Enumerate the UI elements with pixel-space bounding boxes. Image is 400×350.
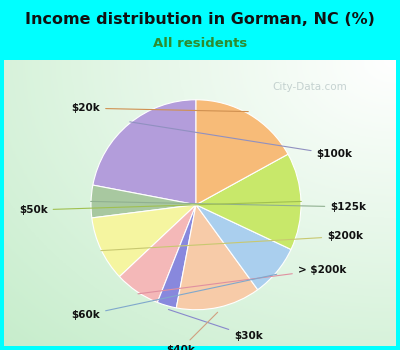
Wedge shape [91, 185, 196, 218]
Wedge shape [196, 154, 301, 250]
Text: $20k: $20k [71, 103, 248, 113]
Wedge shape [196, 100, 288, 205]
Text: $50k: $50k [19, 202, 301, 215]
Text: Income distribution in Gorman, NC (%): Income distribution in Gorman, NC (%) [25, 12, 375, 27]
Wedge shape [157, 205, 196, 308]
Text: All residents: All residents [153, 37, 247, 50]
Wedge shape [196, 205, 291, 290]
Text: $200k: $200k [101, 231, 363, 251]
Wedge shape [93, 100, 196, 205]
Text: City-Data.com: City-Data.com [272, 83, 347, 92]
Text: $60k: $60k [71, 274, 277, 320]
Wedge shape [176, 205, 258, 310]
Text: $125k: $125k [91, 201, 366, 212]
Wedge shape [92, 205, 196, 276]
Text: $100k: $100k [130, 122, 353, 159]
Text: $30k: $30k [168, 309, 263, 341]
Text: > $200k: > $200k [138, 265, 346, 294]
Text: $40k: $40k [166, 312, 218, 350]
Wedge shape [120, 205, 196, 302]
